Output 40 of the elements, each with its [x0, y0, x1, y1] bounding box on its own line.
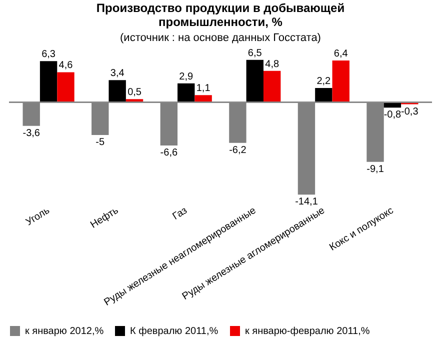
data-label: -5 [96, 137, 106, 148]
bar [194, 95, 212, 102]
bar [246, 60, 264, 102]
bar [332, 60, 350, 102]
x-tick-label: Уголь [24, 205, 52, 228]
data-label: -6,2 [229, 144, 247, 156]
bar [298, 102, 316, 195]
data-label: -0,3 [401, 106, 419, 118]
bar [160, 102, 178, 146]
bar [229, 102, 246, 143]
bar [315, 88, 332, 102]
data-label: 2,2 [316, 76, 332, 87]
data-label: -6,6 [160, 148, 178, 159]
bar [40, 61, 58, 102]
bar [92, 102, 109, 136]
data-label: 0,5 [128, 87, 142, 98]
data-label: 1,1 [196, 83, 211, 94]
data-label: 6,3 [42, 49, 56, 60]
bar [366, 102, 384, 162]
data-label: 4,6 [58, 60, 74, 72]
data-label: 4,8 [265, 58, 280, 70]
data-label: -3,6 [22, 128, 40, 139]
chart-title: Производство продукции в добывающей промышленности, % [96, 0, 345, 29]
data-label: -0,8 [384, 110, 402, 121]
legend-label: к январю 2012,% [25, 326, 104, 337]
legend-label: К февралю 2011,% [130, 326, 218, 337]
bar [178, 83, 195, 102]
bar [57, 72, 74, 102]
data-label: 6,5 [248, 48, 262, 59]
data-label: 6,4 [334, 48, 348, 60]
data-label: 3,4 [110, 68, 125, 80]
data-label: -9,1 [366, 164, 384, 175]
data-label: -14,1 [295, 196, 318, 208]
bar [108, 80, 126, 102]
bar [126, 99, 144, 102]
legend-label: к январю-февралю 2011,% [245, 326, 370, 337]
bar [22, 102, 40, 126]
data-label: 2,9 [179, 71, 194, 82]
bar [263, 70, 281, 102]
chart-subtitle: (источник : на основе данных Госстата) [120, 32, 321, 44]
